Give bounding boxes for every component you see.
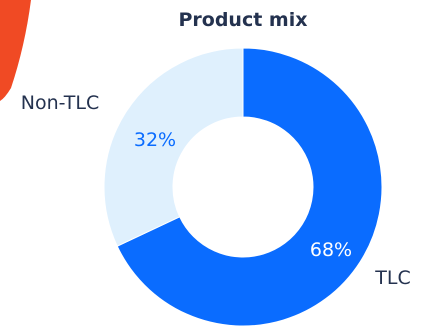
- slice-name-label: TLC: [374, 267, 410, 289]
- slice-value-label: 32%: [134, 129, 176, 151]
- slice-non-tlc: [103, 47, 244, 247]
- chart-title: Product mix: [178, 9, 307, 31]
- donut-chart: [103, 47, 383, 327]
- decorative-accent-shape: [0, 0, 31, 101]
- slice-name-label: Non-TLC: [21, 92, 99, 114]
- chart-labels: TLC 68% Non-TLC 32%: [21, 92, 411, 289]
- slice-value-label: 68%: [310, 239, 352, 261]
- slice-tlc: [116, 47, 383, 327]
